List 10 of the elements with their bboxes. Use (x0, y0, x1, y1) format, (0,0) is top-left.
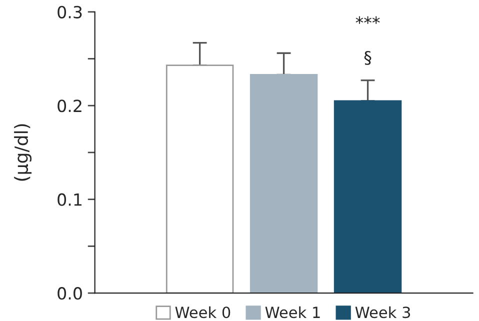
y-tick-label: 0.1 (58, 193, 82, 206)
legend-label: Week 1 (265, 306, 320, 318)
y-tick-label: 0.3 (58, 6, 82, 18)
legend-label: Week 0 (175, 306, 230, 318)
y-axis-title: (µg/dl) (14, 124, 32, 181)
legend-label: Week 3 (355, 306, 410, 318)
annotation: § (364, 50, 372, 65)
y-tick-label: 0.2 (58, 100, 82, 112)
y-tick-label: 0.0 (58, 287, 82, 300)
annotation: *** (356, 16, 380, 24)
